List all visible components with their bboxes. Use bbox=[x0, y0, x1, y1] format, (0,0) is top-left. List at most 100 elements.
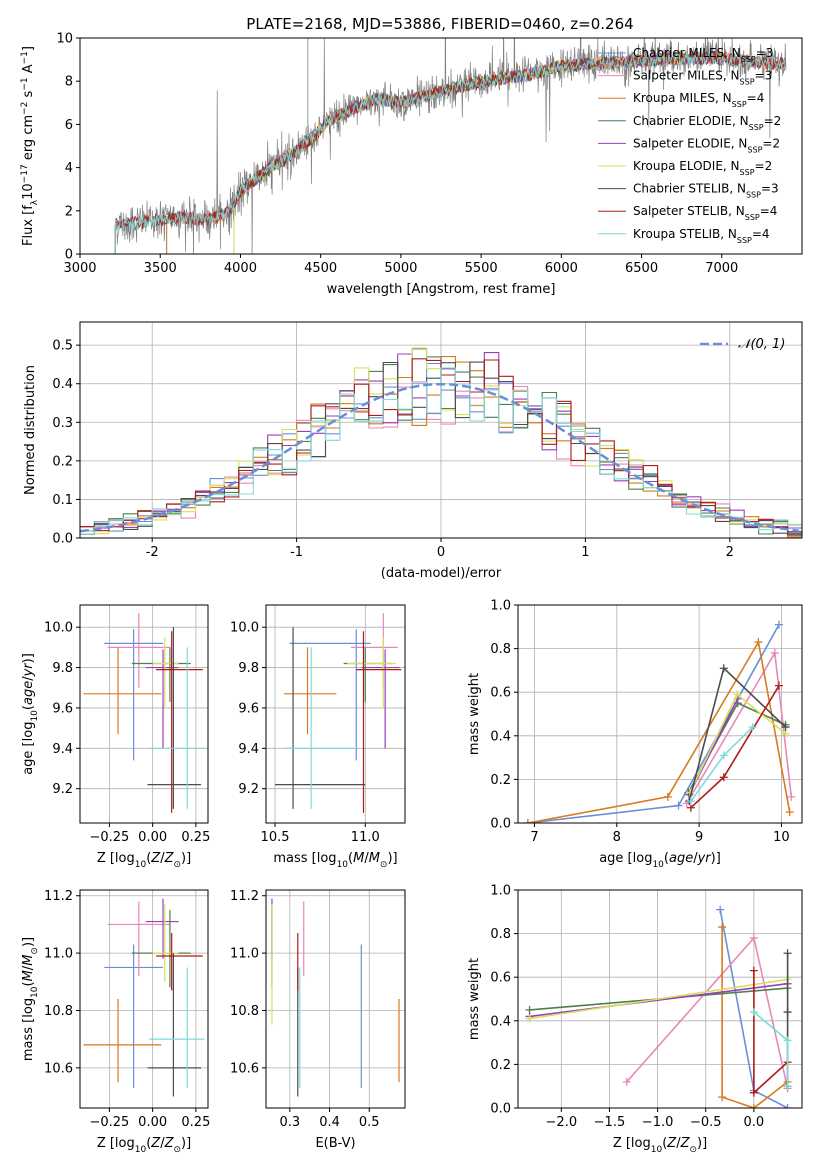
x-tick-label: 9 bbox=[695, 830, 703, 845]
weight-marker bbox=[525, 1014, 534, 1023]
errorbar-chabrier-miles bbox=[104, 629, 164, 761]
errorbar-chabrier-miles bbox=[104, 944, 164, 1088]
figure-title: PLATE=2168, MJD=53886, FIBERID=0460, z=0… bbox=[246, 15, 633, 33]
mass-weight-vs-age-panel: 7 8 9 10 0.0 0.2 0.4 0.6 0.8 1.0 age [log10(age/yr… bbox=[467, 599, 803, 870]
weight-marker bbox=[718, 1093, 727, 1102]
x-axis-label: Z [log10(Z/Z⊙)] bbox=[97, 1136, 191, 1155]
y-tick-label: 1.0 bbox=[490, 884, 511, 899]
y-tick-label: 9.2 bbox=[52, 782, 73, 797]
errorbar-kroupa-elodie bbox=[152, 637, 179, 708]
weight-series-kroupa-miles bbox=[523, 638, 794, 823]
x-axis-label: E(B-V) bbox=[315, 1136, 355, 1151]
normal-reference-curve bbox=[80, 382, 800, 533]
y-axis-label: mass weight bbox=[467, 958, 482, 1040]
y-tick-label: 10.6 bbox=[230, 1061, 259, 1076]
legend-label: Chabrier MILES, NSSP=3 bbox=[633, 46, 773, 64]
plot-area bbox=[266, 605, 405, 823]
y-tick-label: 0.4 bbox=[52, 377, 73, 392]
y-tick-label: 11.2 bbox=[44, 889, 73, 904]
x-tick-label: 0.3 bbox=[279, 1115, 300, 1130]
weight-marker bbox=[748, 723, 757, 732]
y-tick-label: 4 bbox=[65, 161, 73, 176]
y-tick-label: 11.0 bbox=[230, 947, 259, 962]
x-axis-label: mass [log10(M/M⊙)] bbox=[273, 851, 397, 870]
x-axis-label: wavelength [Angstrom, rest frame] bbox=[327, 282, 556, 297]
errorbar-chabrier-miles bbox=[289, 629, 371, 761]
x-tick-label: 7000 bbox=[705, 261, 738, 276]
weight-line bbox=[529, 982, 788, 1018]
x-axis-label: age [log10(age/yr)] bbox=[599, 851, 721, 870]
weight-marker bbox=[783, 1082, 792, 1091]
y-axis-label: Normed distribution bbox=[23, 365, 38, 495]
legend-label: 𝒩(0, 1) bbox=[738, 337, 785, 352]
y-tick-label: 0.2 bbox=[52, 454, 73, 469]
x-tick-label: −1.0 bbox=[642, 1115, 674, 1130]
axes-frame bbox=[79, 37, 803, 255]
y-axis-label: mass weight bbox=[467, 673, 482, 755]
weight-marker bbox=[719, 751, 728, 760]
y-tick-label: 9.8 bbox=[52, 661, 73, 676]
model-spectrum-salpeter-stelib bbox=[114, 50, 786, 230]
x-tick-label: 3000 bbox=[63, 261, 96, 276]
residual-histogram-panel: 𝒩(0, 1) -2 -1 0 1 2 0.0 0.1 0.2 0.3 0.4 0.5 (data-mo… bbox=[23, 321, 803, 581]
y-tick-label: 0.1 bbox=[52, 493, 73, 508]
errorbar-kroupa-miles bbox=[83, 647, 162, 735]
x-tick-label: 4000 bbox=[224, 261, 257, 276]
x-tick-label: 4500 bbox=[304, 261, 337, 276]
y-tick-label: 10 bbox=[56, 32, 73, 47]
x-tick-label: −0.5 bbox=[690, 1115, 722, 1130]
legend-label: Salpeter STELIB, NSSP=4 bbox=[633, 204, 777, 222]
weight-series-kroupa-stelib bbox=[686, 723, 757, 806]
weight-marker bbox=[719, 664, 728, 673]
x-tick-label: 0.25 bbox=[181, 1115, 210, 1130]
axes-frame bbox=[79, 604, 209, 824]
weight-line bbox=[721, 927, 789, 1108]
errorbar-kroupa-stelib bbox=[149, 647, 205, 809]
legend-label: Kroupa STELIB, NSSP=4 bbox=[633, 227, 770, 245]
spectrum-legend: Chabrier MILES, NSSP=3 Salpeter MILES, NS… bbox=[598, 46, 781, 244]
y-tick-label: 9.4 bbox=[238, 742, 259, 757]
weight-marker bbox=[622, 1077, 631, 1086]
axes-frame bbox=[517, 889, 803, 1109]
legend-label: Salpeter MILES, NSSP=3 bbox=[633, 69, 772, 87]
age-vs-metallicity-panel: −0.25 0.00 0.25 9.2 9.4 9.6 9.8 10.0 Z [log10(Z/… bbox=[21, 604, 210, 870]
mass-vs-metallicity-panel: −0.25 0.00 0.25 10.6 10.8 11.0 11.2 Z [log10(Z/… bbox=[21, 889, 210, 1155]
x-tick-label: 6000 bbox=[545, 261, 578, 276]
x-tick-label: 0 bbox=[437, 545, 445, 560]
y-tick-label: 9.6 bbox=[238, 701, 259, 716]
weight-marker bbox=[783, 1008, 792, 1017]
y-tick-label: 11.2 bbox=[230, 889, 259, 904]
y-tick-label: 0.0 bbox=[490, 1102, 511, 1117]
y-tick-label: 11.0 bbox=[44, 947, 73, 962]
weight-marker bbox=[749, 933, 758, 942]
weight-marker bbox=[774, 620, 783, 629]
weight-marker bbox=[787, 792, 796, 801]
y-tick-label: 0.4 bbox=[490, 729, 511, 744]
weight-marker bbox=[716, 905, 725, 914]
y-tick-label: 0.3 bbox=[52, 416, 73, 431]
x-tick-label: 2 bbox=[726, 545, 734, 560]
errorbar-kroupa-elodie bbox=[347, 637, 396, 708]
x-tick-label: 1 bbox=[581, 545, 589, 560]
errorbar-kroupa-elodie bbox=[152, 904, 179, 982]
errorbar-salpeter-stelib bbox=[156, 631, 203, 813]
plot-area bbox=[80, 890, 208, 1108]
weight-marker bbox=[674, 801, 683, 810]
weight-marker bbox=[774, 681, 783, 690]
weight-marker bbox=[749, 1008, 758, 1017]
weight-marker bbox=[719, 773, 728, 782]
plot-content bbox=[275, 613, 402, 813]
x-tick-label: 0.00 bbox=[138, 1115, 167, 1130]
y-axis-label: age [log10(age/yr)] bbox=[21, 653, 40, 775]
x-tick-label: -2 bbox=[146, 545, 159, 560]
y-tick-label: 0 bbox=[65, 248, 73, 263]
errorbar-salpeter-elodie bbox=[361, 649, 400, 749]
plot-content bbox=[271, 898, 400, 1097]
x-tick-label: 0.4 bbox=[319, 1115, 340, 1130]
weight-line bbox=[529, 978, 788, 1020]
weight-series-salpeter-miles bbox=[622, 933, 792, 1093]
y-axis-label: Flux [fλ10−17 erg cm−2 s−1 A−1] bbox=[20, 46, 40, 246]
y-tick-label: 10.0 bbox=[44, 621, 73, 636]
legend-label: Kroupa ELODIE, NSSP=2 bbox=[633, 159, 772, 177]
